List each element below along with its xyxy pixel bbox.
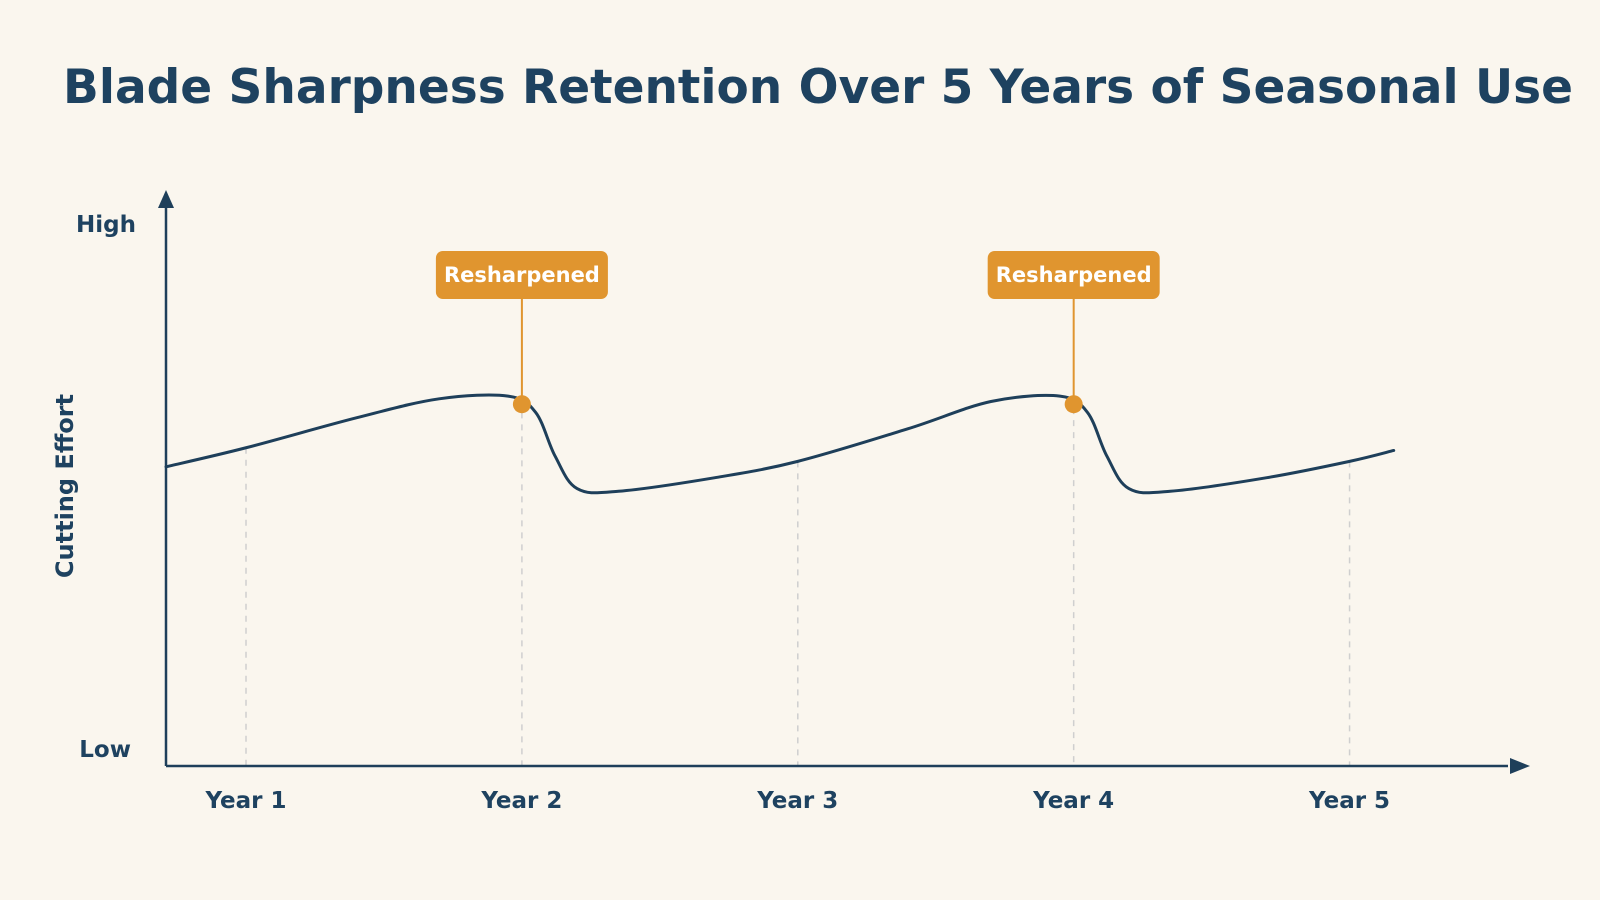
x-tick-label: Year 2 xyxy=(480,788,562,814)
annotation-label: Resharpened xyxy=(996,263,1152,287)
annotation-label: Resharpened xyxy=(444,263,600,287)
annotation-box xyxy=(987,251,1160,299)
y-axis-label: Cutting Effort xyxy=(51,394,79,578)
annotation-marker xyxy=(1064,395,1083,414)
x-tick-label: Year 1 xyxy=(204,788,286,814)
x-axis-arrow-icon xyxy=(1510,758,1530,774)
grid-lines xyxy=(245,396,1351,766)
y-axis-arrow-icon xyxy=(158,190,174,208)
chart-title: Blade Sharpness Retention Over 5 Years o… xyxy=(63,60,1573,115)
annotation-box xyxy=(435,251,608,299)
x-tick-label: Year 3 xyxy=(756,788,838,814)
y-tick-label-high: High xyxy=(76,212,136,238)
annotation-marker xyxy=(512,395,531,414)
x-tick-label: Year 5 xyxy=(1308,788,1390,814)
x-tick-label: Year 4 xyxy=(1032,788,1114,814)
series-line xyxy=(164,393,1396,495)
y-tick-label-low: Low xyxy=(79,737,131,763)
annotation-resharpened-1: Resharpened xyxy=(435,251,608,414)
annotation-resharpened-2: Resharpened xyxy=(987,251,1160,414)
x-tick-labels: Year 1 Year 2 Year 3 Year 4 Year 5 xyxy=(204,788,1390,814)
annotations: Resharpened Resharpened xyxy=(435,251,1160,414)
